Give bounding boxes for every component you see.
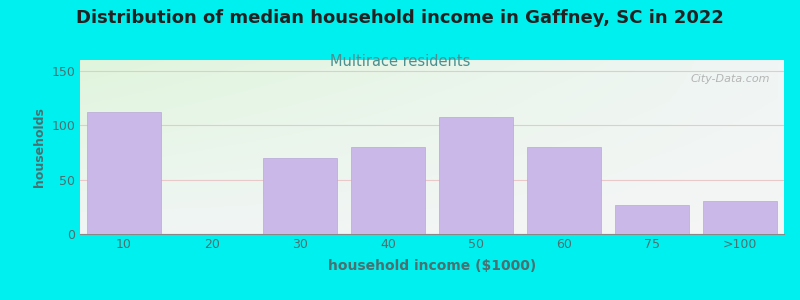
Bar: [86, 112, 162, 234]
X-axis label: household income ($1000): household income ($1000): [328, 260, 536, 274]
Bar: [438, 116, 514, 234]
Bar: [350, 147, 426, 234]
Text: Distribution of median household income in Gaffney, SC in 2022: Distribution of median household income …: [76, 9, 724, 27]
Y-axis label: households: households: [33, 107, 46, 187]
Bar: [526, 147, 602, 234]
Text: Multirace residents: Multirace residents: [330, 54, 470, 69]
Bar: [702, 201, 778, 234]
Bar: [262, 158, 338, 234]
Text: City-Data.com: City-Data.com: [690, 74, 770, 84]
Bar: [614, 205, 690, 234]
